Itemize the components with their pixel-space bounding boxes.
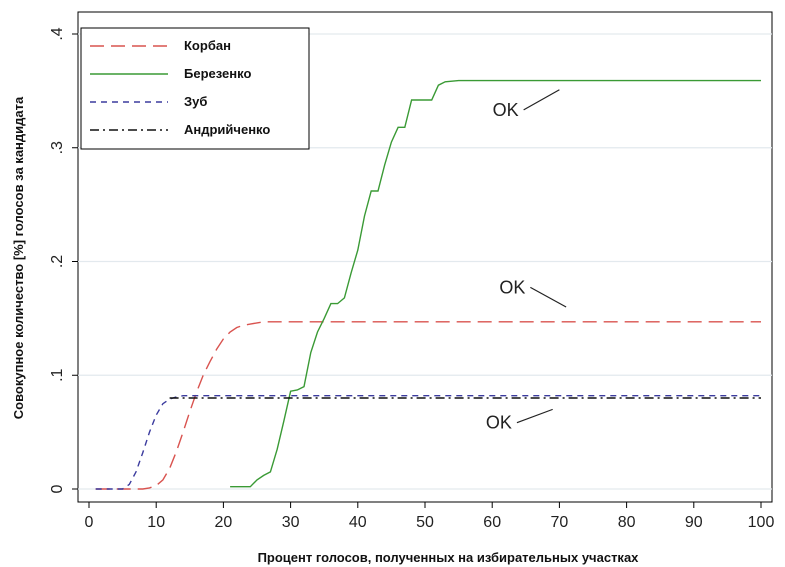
y-tick-label: .4 (49, 27, 66, 40)
legend-label-4: Андрийченко (184, 122, 270, 137)
y-axis-title: Совокупное количество [%] голосов за кан… (11, 96, 26, 419)
legend: Корбан Березенко Зуб Андрийченко (80, 27, 310, 150)
y-tick-label: .2 (49, 255, 66, 268)
legend-label-1: Корбан (184, 38, 231, 53)
x-tick-label: 80 (618, 514, 636, 531)
annotation-pointer-1 (523, 89, 560, 111)
x-tick-label: 50 (416, 514, 434, 531)
x-tick-label: 30 (282, 514, 300, 531)
x-tick-label: 90 (685, 514, 703, 531)
legend-label-2: Березенко (184, 66, 251, 81)
series-line-3 (95, 395, 761, 490)
series-lines (95, 79, 761, 490)
annotation-label-2: OK (499, 277, 525, 297)
x-tick-label: 100 (748, 514, 775, 531)
x-tick-label: 60 (483, 514, 501, 531)
annotation-label-1: OK (493, 100, 519, 120)
legend-label-3: Зуб (184, 94, 207, 109)
y-tick-label: 0 (49, 484, 66, 493)
x-tick-label: 10 (147, 514, 165, 531)
y-tick-label: .1 (49, 368, 66, 381)
annotation-label-3: OK (486, 413, 512, 433)
x-axis-title: Процент голосов, полученных на избирател… (258, 550, 640, 565)
x-tick-label: 70 (551, 514, 569, 531)
y-tick-label: .3 (49, 141, 66, 154)
x-tick-label: 0 (85, 514, 94, 531)
annotation-pointer-3 (516, 408, 553, 424)
series-line-1 (95, 321, 761, 490)
annotation-pointer-2 (530, 286, 567, 308)
series-line-2 (230, 79, 761, 488)
x-tick-label: 20 (215, 514, 233, 531)
annotations: OK OK OK (486, 89, 567, 433)
legend-box (80, 27, 310, 150)
x-tick-label: 40 (349, 514, 367, 531)
axes: 0 .1 .2 .3 .4 0 10 20 30 40 50 60 70 80 90 100 (49, 27, 774, 531)
